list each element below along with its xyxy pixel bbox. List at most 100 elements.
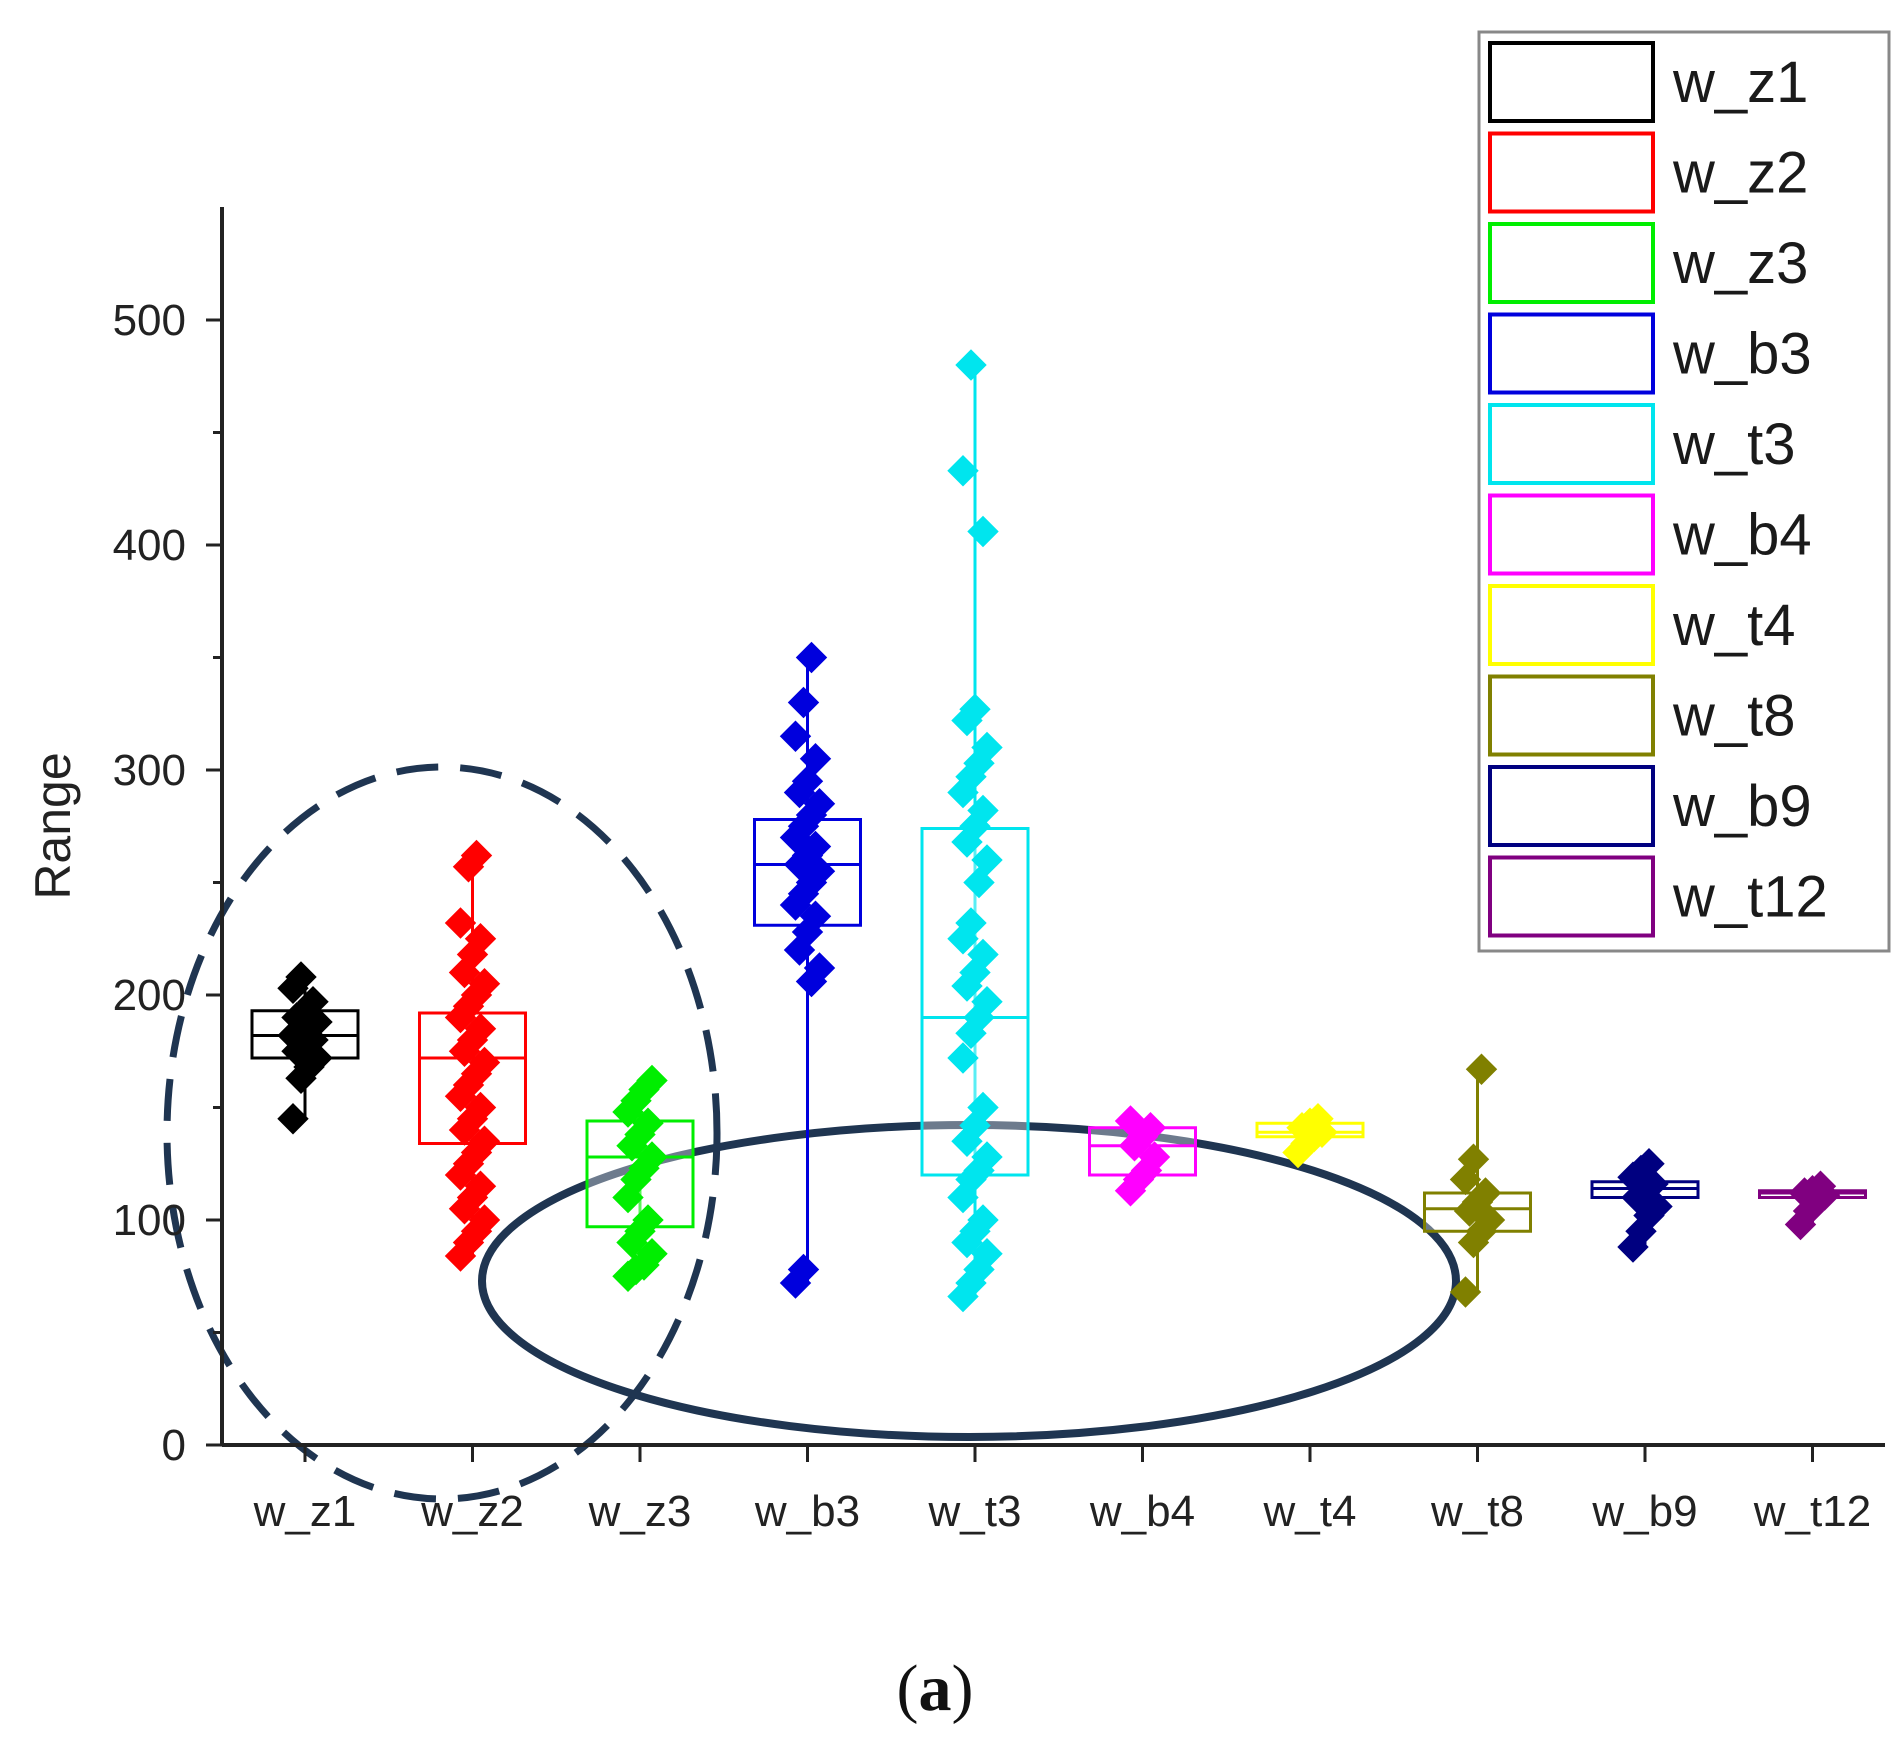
data-point [285, 961, 317, 993]
legend-swatch-w-z3 [1488, 222, 1655, 304]
data-point [468, 1046, 501, 1079]
legend-label-w-b9: w_b9 [1672, 774, 1812, 839]
x-tick-label-w-z1: w_z1 [253, 1487, 357, 1536]
y-tick-label: 300 [113, 746, 186, 795]
caption-close-paren: ) [952, 1652, 974, 1725]
x-tick-label-w-b3: w_b3 [754, 1487, 860, 1536]
data-point [971, 731, 1003, 764]
data-point [803, 952, 836, 984]
y-axis-title: Range [25, 752, 81, 899]
legend-swatch-w-b3 [1488, 312, 1655, 395]
data-point [464, 1170, 497, 1202]
legend-entries: w_z1 w_z2 w_z3 w_b3 w_t3 w_b4 w_t4 w_t8 w_b9 w_t1… [1488, 41, 1828, 938]
y-ticks: 0 100 200 300 400 500 [113, 296, 222, 1470]
data-point [277, 1103, 309, 1135]
data-point [468, 1125, 501, 1157]
legend-label-w-b3: w_b3 [1672, 322, 1812, 387]
series-w-t12 [1758, 1170, 1867, 1241]
x-tick-label-w-b9: w_b9 [1591, 1487, 1697, 1536]
data-point [779, 720, 812, 752]
data-point [1633, 1148, 1665, 1180]
x-tick-label-w-t8: w_t8 [1430, 1487, 1524, 1536]
data-point [632, 1204, 664, 1236]
data-point [1114, 1105, 1147, 1137]
data-point [636, 1238, 668, 1270]
legend-label-w-t4: w_t4 [1672, 593, 1796, 658]
series-w-b3 [753, 641, 862, 1299]
data-point [460, 839, 493, 872]
data-point [1804, 1170, 1837, 1202]
data-point [444, 907, 477, 939]
data-point [971, 1141, 1003, 1173]
caption-open-paren: ( [897, 1652, 919, 1725]
data-point [803, 788, 836, 820]
legend-label-w-z3: w_z3 [1672, 231, 1808, 296]
data-point [971, 986, 1003, 1018]
data-point [632, 1107, 664, 1139]
series-w-b9 [1590, 1148, 1700, 1263]
data-point [468, 968, 501, 1000]
caption-label: a [919, 1652, 952, 1725]
series-w-z3 [585, 1064, 695, 1292]
legend-swatch-w-b9 [1488, 765, 1655, 847]
data-point [464, 923, 497, 955]
legend-label-w-z1: w_z1 [1672, 50, 1808, 115]
data-point [297, 986, 329, 1018]
data-point [1465, 1053, 1498, 1085]
x-tick-label-w-z2: w_z2 [420, 1487, 524, 1536]
data-point [967, 1091, 999, 1124]
figure-caption: (a) [897, 1652, 974, 1725]
legend-label-w-z2: w_z2 [1672, 141, 1808, 206]
legend-label-w-t8: w_t8 [1672, 684, 1796, 749]
legend-label-w-t3: w_t3 [1672, 412, 1796, 477]
axes: 0 100 200 300 400 500 w_z1 w_z2 w_z3 w_b3 w_t3 w_b… [113, 207, 1885, 1536]
series-w-t4 [1255, 1103, 1365, 1169]
series-w-t8 [1423, 1053, 1532, 1308]
data-point [971, 844, 1003, 876]
y-tick-label: 200 [113, 971, 186, 1020]
data-point [787, 686, 820, 719]
data-point [1449, 1276, 1482, 1308]
x-tick-label-w-t4: w_t4 [1263, 1487, 1357, 1536]
y-tick-label: 100 [113, 1196, 186, 1245]
data-point [799, 900, 832, 932]
data-point [947, 1042, 979, 1074]
x-tick-label-w-z3: w_z3 [588, 1487, 692, 1536]
data-point [971, 1238, 1003, 1270]
legend-swatch-w-b4 [1488, 493, 1655, 576]
data-point [787, 1253, 820, 1286]
legend-swatch-w-t4 [1488, 584, 1655, 666]
legend-swatch-w-z2 [1488, 131, 1655, 214]
data-point [947, 455, 979, 487]
data-point [468, 1204, 501, 1236]
series-w-t3 [920, 349, 1030, 1313]
data-point [967, 938, 999, 971]
legend-swatch-w-z1 [1488, 41, 1655, 123]
data-point [1302, 1103, 1334, 1135]
data-point [1138, 1141, 1171, 1173]
data-point [1469, 1177, 1502, 1209]
series-w-z2 [418, 839, 527, 1272]
data-point [636, 1064, 668, 1097]
legend-swatch-w-t3 [1488, 403, 1655, 485]
data-point [967, 794, 999, 827]
data-point [967, 1204, 999, 1236]
y-tick-label: 400 [113, 521, 186, 570]
data-point [1457, 1143, 1490, 1175]
x-ticks: w_z1 w_z2 w_z3 w_b3 w_t3 w_b4 w_t4 w_t8 w_b9 w_t1… [253, 1445, 1871, 1536]
data-layer [250, 349, 1867, 1313]
legend-label-w-t12: w_t12 [1672, 865, 1828, 930]
legend-swatch-w-t12 [1488, 855, 1655, 938]
data-point [955, 349, 987, 381]
x-tick-label-w-t3: w_t3 [928, 1487, 1022, 1536]
data-point [795, 641, 828, 674]
data-point [636, 1141, 668, 1173]
legend-swatch-w-t8 [1488, 674, 1655, 757]
data-point [799, 743, 832, 775]
x-tick-label-w-t12: w_t12 [1753, 1487, 1871, 1536]
x-tick-label-w-b4: w_b4 [1089, 1487, 1195, 1536]
y-tick-label: 500 [113, 296, 186, 345]
data-point [955, 907, 987, 939]
y-tick-label: 0 [162, 1421, 186, 1470]
